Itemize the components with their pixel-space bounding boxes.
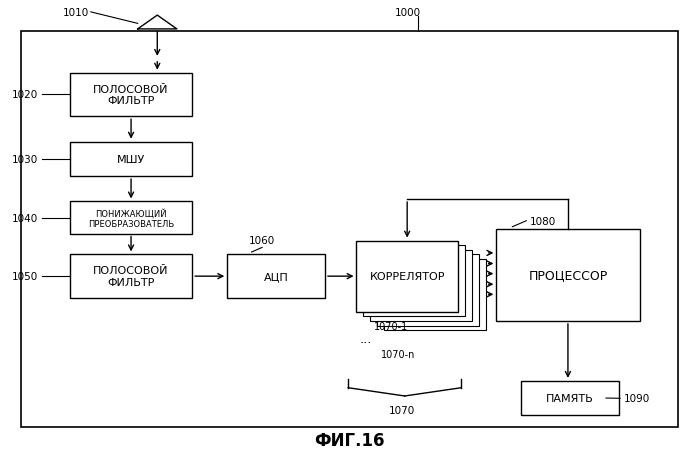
Text: АЦП: АЦП (264, 272, 289, 281)
Bar (384, 259, 486, 330)
Bar (70, 202, 192, 234)
Text: 1070: 1070 (389, 405, 415, 415)
Text: 1080: 1080 (530, 216, 556, 226)
Text: ФИГ.16: ФИГ.16 (315, 431, 384, 449)
Text: ПОНИЖАЮЩИЙ
ПРЕОБРАЗОВАТЕЛЬ: ПОНИЖАЮЩИЙ ПРЕОБРАЗОВАТЕЛЬ (88, 208, 174, 228)
Text: 1070-1: 1070-1 (374, 321, 408, 331)
Text: ПРОЦЕССОР: ПРОЦЕССОР (528, 269, 607, 282)
Bar (377, 255, 479, 326)
Bar (70, 142, 192, 177)
Text: 1010: 1010 (63, 8, 89, 18)
Bar (21, 32, 678, 427)
Text: ...: ... (360, 332, 373, 345)
Text: 1070-n: 1070-n (381, 349, 415, 359)
Bar (370, 250, 472, 321)
Bar (227, 255, 325, 298)
Text: 1050: 1050 (12, 271, 38, 281)
Text: 1090: 1090 (624, 393, 650, 403)
Text: 1040: 1040 (12, 213, 38, 223)
Text: МШУ: МШУ (117, 155, 145, 164)
Text: ПАМЯТЬ: ПАМЯТЬ (546, 393, 593, 403)
Text: 1020: 1020 (12, 90, 38, 100)
Text: 1000: 1000 (395, 8, 421, 18)
Text: КОРРЕЛЯТОР: КОРРЕЛЯТОР (369, 272, 445, 281)
Bar (496, 230, 640, 321)
Bar (363, 246, 465, 317)
Text: ПОЛОСОВОЙ
ФИЛЬТР: ПОЛОСОВОЙ ФИЛЬТР (93, 266, 169, 287)
Text: 1060: 1060 (249, 235, 275, 246)
Bar (70, 255, 192, 298)
Bar (521, 381, 619, 415)
Text: ПОЛОСОВОЙ
ФИЛЬТР: ПОЛОСОВОЙ ФИЛЬТР (93, 84, 169, 106)
Text: 1030: 1030 (12, 154, 38, 164)
Bar (70, 73, 192, 117)
Bar (356, 241, 458, 312)
